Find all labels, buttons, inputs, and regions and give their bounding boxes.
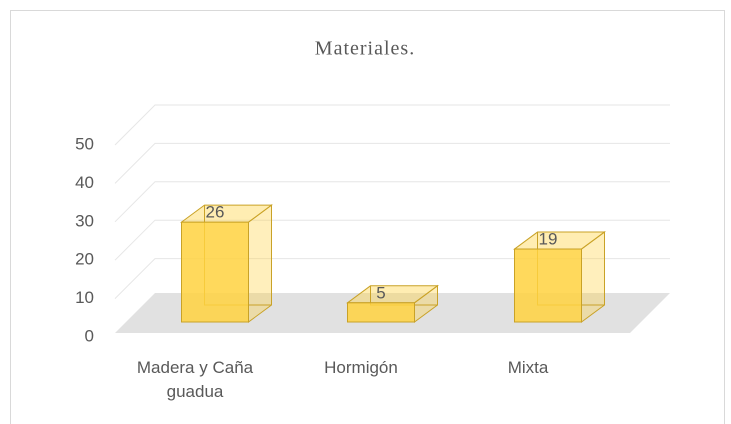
- grid-line: [114, 142, 670, 184]
- chart-title: Materiales.: [315, 38, 415, 60]
- value-label: 19: [539, 230, 558, 249]
- grid-line: [114, 181, 670, 223]
- grid-line: [114, 104, 670, 146]
- value-label: 26: [206, 203, 225, 222]
- y-tick-label: 0: [85, 326, 94, 345]
- x-tick-label: Hormigón: [324, 358, 398, 377]
- x-tick-label: Mixta: [507, 358, 549, 377]
- x-tick-label: Madera y Caña guadua: [136, 358, 254, 401]
- y-tick-label: 40: [75, 173, 94, 192]
- bar-side: [248, 204, 272, 323]
- y-tick-label: 30: [75, 211, 94, 230]
- bar: [347, 302, 415, 323]
- chart-border: [10, 10, 725, 424]
- y-tick-label: 20: [75, 250, 94, 269]
- bar: [514, 248, 582, 323]
- bar: [181, 221, 249, 323]
- y-tick-label: 10: [75, 288, 94, 307]
- y-tick-label: 50: [75, 134, 94, 153]
- grid-line: [114, 258, 670, 299]
- value-label: 5: [376, 283, 385, 302]
- grid-line: [114, 219, 670, 261]
